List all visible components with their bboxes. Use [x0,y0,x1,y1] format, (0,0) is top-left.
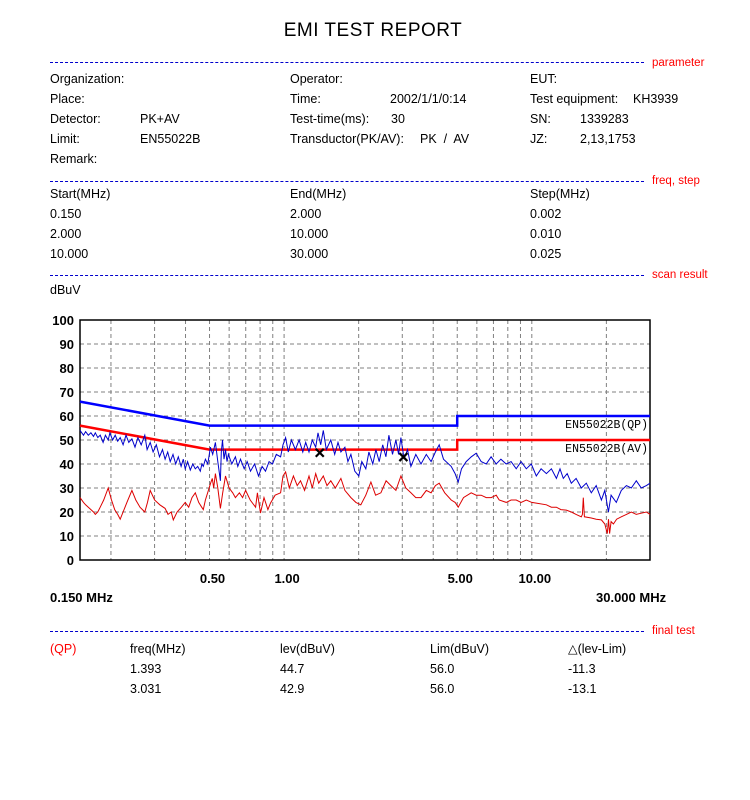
separator-scan-result [50,275,644,276]
separator-freq-step [50,181,644,182]
section-label-final-test: final test [652,625,695,637]
time-value: 2002/1/1/0:14 [390,92,467,106]
operator-label: Operator: [290,72,343,86]
y-tick-label: 20 [59,505,74,520]
x-tick-label: 5.00 [447,571,473,586]
detector-mode-badge: (QP) [50,642,77,656]
final-cell: 42.9 [280,682,305,696]
final-header-freq: freq(MHz) [130,642,186,656]
sn-value: 1339283 [580,112,629,126]
sn-label: SN: [530,112,551,126]
freq-cell: 0.150 [50,207,82,221]
final-cell: 44.7 [280,662,305,676]
place-label: Place: [50,92,85,106]
x-start-label: 0.150 MHz [50,590,113,605]
limit-value: EN55022B [140,132,201,146]
final-cell: 3.031 [130,682,162,696]
y-tick-label: 80 [59,361,74,376]
final-cell: 1.393 [130,662,162,676]
test-time-value: 30 [391,112,405,126]
x-tick-label: 1.00 [274,571,300,586]
section-label-freq-step: freq, step [652,175,700,187]
freq-cell: 2.000 [290,207,322,221]
final-header-delta: △(lev-Lim) [568,642,627,656]
detector-value: PK+AV [140,112,180,126]
freq-header-end: End(MHz) [290,187,347,201]
report-title: EMI TEST REPORT [283,20,463,41]
en55022b-qp-limit-line [79,400,650,427]
y-tick-label: 10 [59,529,74,544]
freq-cell: 2.000 [50,227,82,241]
transductor-value: PK / AV [420,132,470,146]
eut-label: EUT: [530,72,558,86]
y-tick-label: 70 [59,385,74,400]
freq-header-start: Start(MHz) [50,187,111,201]
x-end-label: 30.000 MHz [596,590,667,605]
test-equipment-value: KH3939 [633,92,679,106]
final-cell: -11.3 [568,662,596,676]
x-tick-label: 10.00 [518,571,552,586]
jz-label: JZ: [530,132,548,146]
y-tick-label: 40 [59,457,74,472]
y-axis-unit: dBuV [50,283,81,297]
freq-cell: 0.002 [530,207,562,221]
marker-x-icon [314,447,325,458]
final-cell: 56.0 [430,682,455,696]
section-label-scan-result: scan result [652,269,708,281]
y-tick-label: 90 [59,337,74,352]
test-equipment-label: Test equipment: [530,92,619,106]
remark-label: Remark: [50,152,98,166]
detector-label: Detector: [50,112,101,126]
freq-cell: 30.000 [290,247,329,261]
final-cell: 56.0 [430,662,455,676]
en55022b-av-limit-line [79,424,650,451]
y-tick-label: 50 [59,433,74,448]
y-tick-label: 100 [52,313,74,328]
freq-cell: 0.025 [530,247,562,261]
limit-label: Limit: [50,132,80,146]
organization-label: Organization: [50,72,125,86]
separator-parameter [50,62,644,63]
final-header-lim: Lim(dBuV) [430,642,490,656]
av-scan-line [79,470,651,534]
y-tick-label: 30 [59,481,74,496]
test-time-label: Test-time(ms): [290,112,370,126]
section-label-parameter: parameter [652,57,705,69]
final-header-lev: lev(dBuV) [280,642,335,656]
separator-final-test [50,631,644,632]
y-tick-label: 0 [66,553,74,568]
x-tick-label: 0.50 [199,571,226,586]
marker-x-icon [398,452,409,462]
jz-value: 2,13,1753 [580,132,636,146]
y-tick-label: 60 [59,409,74,424]
transductor-label: Transductor(PK/AV): [290,132,404,146]
freq-cell: 0.010 [530,227,562,241]
freq-cell: 10.000 [290,227,329,241]
freq-cell: 10.000 [50,247,89,261]
freq-header-step: Step(MHz) [530,187,590,201]
final-cell: -13.1 [568,682,597,696]
time-label: Time: [290,92,321,106]
pk-scan-line [79,430,651,513]
